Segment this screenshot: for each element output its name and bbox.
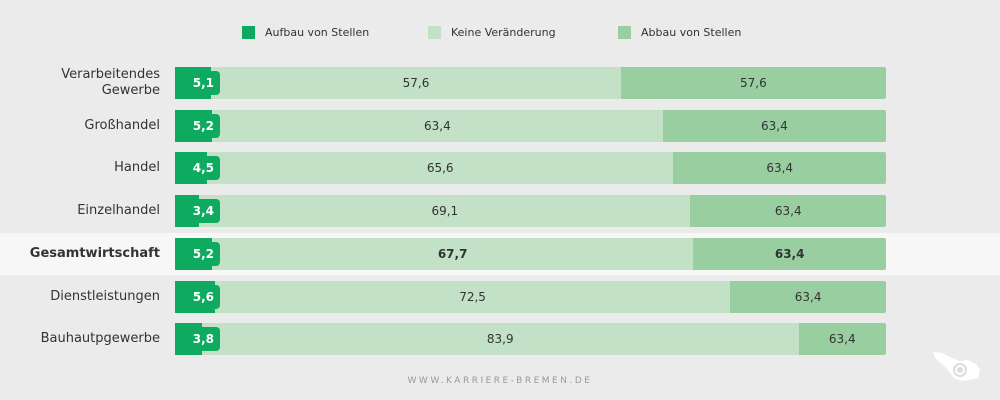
bar-segment-abbau: 57,6: [620, 67, 886, 99]
data-label: 63,4: [774, 204, 802, 219]
bremen-map-logo-icon: [933, 352, 980, 381]
data-label: 69,1: [431, 204, 459, 219]
category-label: Handel: [114, 160, 160, 176]
data-label-aufbau: 3,8: [175, 327, 220, 352]
bar-segment-keine-veraenderung: 65,6: [206, 152, 674, 185]
category-label: Verarbeitendes Gewerbe: [61, 67, 160, 98]
bar-segment-keine-veraenderung: 57,6: [211, 67, 621, 99]
category-label: Gesamtwirtschaft: [29, 245, 160, 261]
category-label: Einzelhandel: [77, 203, 160, 219]
bar-segment-keine-veraenderung: 69,1: [199, 195, 691, 228]
bar-row: Einzelhandel 69,1 63,4 3,4: [0, 190, 1000, 232]
bar-segment-keine-veraenderung: 63,4: [211, 109, 663, 142]
data-label: 63,4: [423, 118, 451, 133]
bar-row: Großhandel 63,4 63,4 5,2: [0, 105, 1000, 147]
bar-segment-keine-veraenderung: 72,5: [214, 280, 731, 313]
category-label: Bauhautpgewerbe: [40, 331, 160, 347]
bar-row: Dienstleistungen 72,5 63,4 5,6: [0, 276, 1000, 318]
data-label-aufbau: 5,2: [175, 113, 220, 138]
bar-segment-abbau: 63,4: [730, 280, 886, 313]
data-label-aufbau: 4,5: [175, 156, 220, 181]
category-label: Dienstleistungen: [50, 288, 160, 304]
bar-segment-abbau: 63,4: [798, 323, 886, 356]
legend-item: Abbau von Stellen: [618, 26, 741, 39]
data-label: 83,9: [486, 332, 514, 347]
data-label-aufbau: 5,1: [175, 71, 220, 95]
data-label: 57,6: [740, 76, 767, 90]
bar-segment-keine-veraenderung: 67,7: [211, 237, 694, 270]
legend-item: Aufbau von Stellen: [242, 26, 369, 39]
legend-label: Abbau von Stellen: [641, 26, 742, 39]
legend-swatch: [242, 26, 255, 39]
data-label-aufbau: 5,2: [175, 241, 220, 266]
bar-row: Gesamtwirtschaft 67,7 63,4 5,2: [0, 232, 1000, 275]
legend: Aufbau von Stellen Keine Veränderung Abbau…: [0, 26, 1000, 46]
bar-segment-keine-veraenderung: 83,9: [202, 323, 799, 356]
data-label: 63,4: [794, 289, 822, 304]
data-label: 63,4: [774, 246, 805, 261]
bar-row: Bauhautpgewerbe 83,9 63,4 3,8: [0, 318, 1000, 360]
legend-label: Aufbau von Stellen: [265, 26, 370, 39]
legend-label: Keine Veränderung: [451, 26, 556, 39]
data-label: 57,6: [402, 76, 430, 90]
data-label: 63,4: [828, 332, 856, 347]
footer-url: WWW.KARRIERE-BREMEN.DE: [407, 376, 593, 386]
bar-segment-abbau: 63,4: [690, 195, 886, 228]
data-label: 63,4: [766, 161, 794, 176]
data-label: 72,5: [459, 289, 486, 304]
category-label: Großhandel: [84, 117, 160, 133]
bar-row: Verarbeitendes Gewerbe 57,6 57,6 5,1: [0, 62, 1000, 104]
legend-swatch: [618, 26, 631, 39]
data-label-aufbau: 3,4: [175, 199, 220, 224]
legend-item: Keine Veränderung: [428, 26, 556, 39]
bar-segment-abbau: 63,4: [673, 152, 886, 185]
data-label: 67,7: [437, 246, 468, 261]
data-label: 65,6: [426, 161, 454, 176]
data-label: 63,4: [761, 118, 788, 133]
data-label-aufbau: 5,6: [175, 284, 220, 309]
bar-segment-abbau: 63,4: [693, 237, 886, 270]
bar-row: Handel 65,6 63,4 4,5: [0, 147, 1000, 189]
legend-swatch: [428, 26, 441, 39]
bar-segment-abbau: 63,4: [662, 109, 886, 142]
